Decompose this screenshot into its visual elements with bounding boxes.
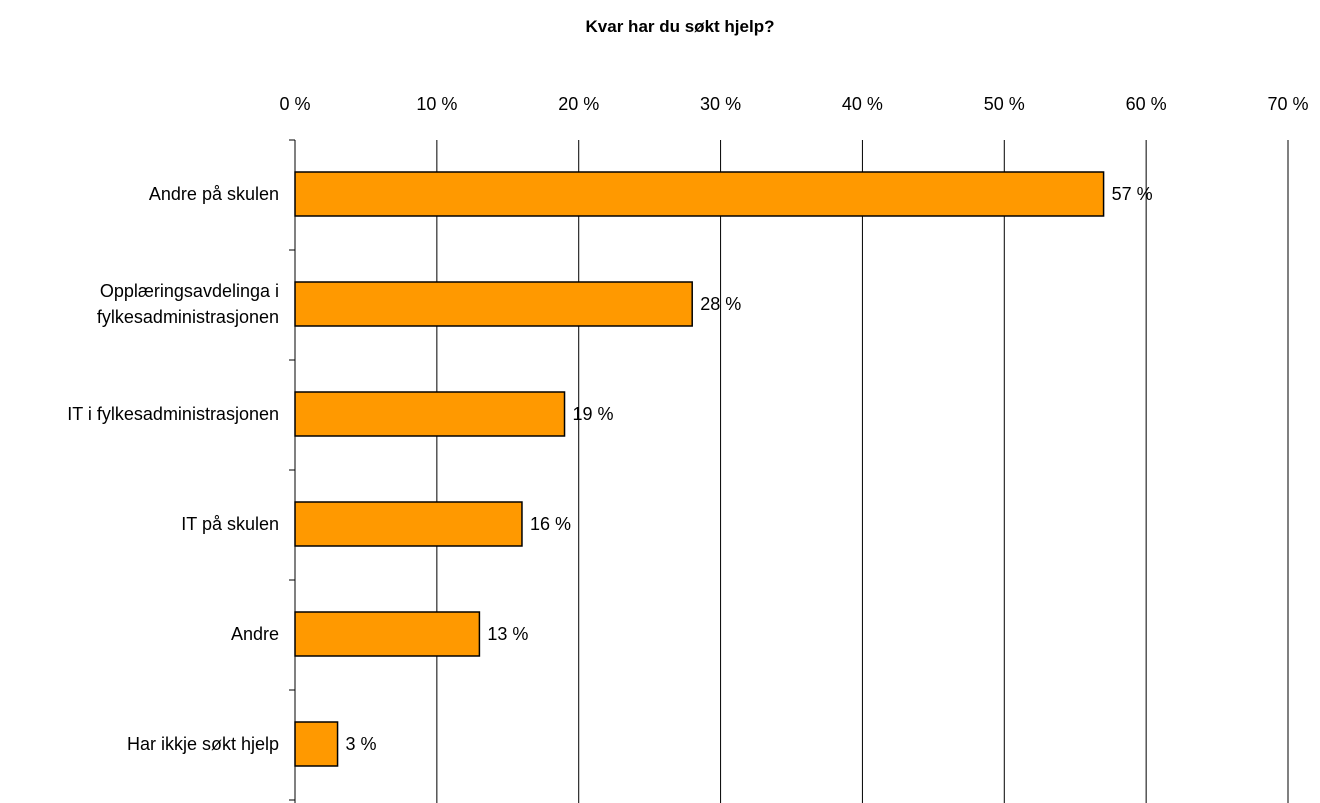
bar: [294, 721, 339, 767]
x-tick-labels: 0 % 10 % 20 % 30 % 40 % 50 % 60 % 70 %: [279, 94, 1308, 114]
category-label: IT på skulen: [181, 514, 279, 534]
data-label: 13 %: [487, 624, 528, 644]
data-labels: 57 % 28 % 19 % 16 % 13 % 3 %: [346, 184, 1153, 754]
data-label: 57 %: [1112, 184, 1153, 204]
category-label: IT i fylkesadministrasjonen: [67, 404, 279, 424]
bars: [294, 171, 1105, 767]
chart-title: Kvar har du søkt hjelp?: [586, 17, 775, 36]
category-axis: [289, 139, 296, 803]
data-label: 28 %: [700, 294, 741, 314]
x-tick-label: 30 %: [700, 94, 741, 114]
x-tick-label: 60 %: [1126, 94, 1167, 114]
x-tick-label: 10 %: [416, 94, 457, 114]
x-tick-label: 20 %: [558, 94, 599, 114]
data-label: 3 %: [346, 734, 377, 754]
x-tick-label: 70 %: [1267, 94, 1308, 114]
x-tick-label: 0 %: [279, 94, 310, 114]
category-label: Andre: [231, 624, 279, 644]
bar: [294, 391, 566, 437]
data-label: 16 %: [530, 514, 571, 534]
category-label: Har ikkje søkt hjelp: [127, 734, 279, 754]
category-labels: Andre på skulen Opplæringsavdelinga i fylk…: [67, 184, 279, 754]
bar: [294, 611, 481, 657]
bar: [294, 171, 1105, 217]
category-label: Andre på skulen: [149, 184, 279, 204]
x-tick-label: 50 %: [984, 94, 1025, 114]
bar: [294, 501, 523, 547]
gridlines: [436, 140, 1289, 803]
category-label: Opplæringsavdelinga i fylkesadministrasjo…: [97, 281, 279, 327]
x-tick-label: 40 %: [842, 94, 883, 114]
bar: [294, 281, 693, 327]
data-label: 19 %: [573, 404, 614, 424]
